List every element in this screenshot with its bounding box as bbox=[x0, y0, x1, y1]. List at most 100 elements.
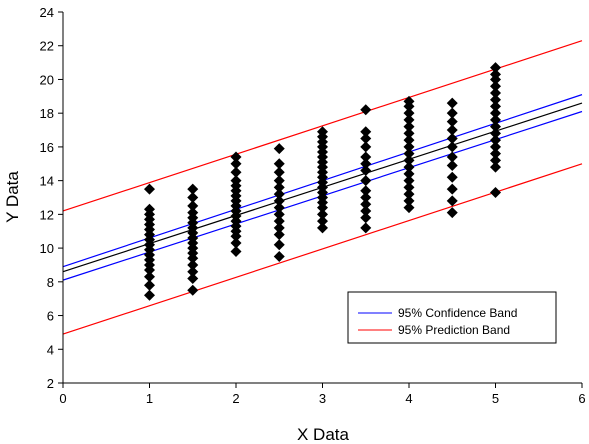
y-tick-label: 2 bbox=[47, 376, 54, 391]
y-axis-title: Y Data bbox=[3, 171, 22, 223]
data-point bbox=[490, 68, 501, 80]
data-point bbox=[187, 207, 199, 219]
data-point bbox=[490, 80, 501, 92]
data-point bbox=[403, 121, 415, 133]
y-tick-label: 8 bbox=[47, 275, 54, 290]
data-point bbox=[230, 166, 242, 178]
data-point bbox=[403, 154, 415, 166]
data-point bbox=[273, 158, 285, 170]
data-point bbox=[490, 148, 501, 160]
legend-box bbox=[347, 291, 557, 344]
data-point bbox=[360, 185, 372, 197]
x-axis-ticks: 0 1 2 3 4 5 6 bbox=[59, 383, 586, 406]
data-point bbox=[360, 104, 372, 116]
data-points bbox=[144, 62, 501, 301]
data-point bbox=[360, 151, 372, 163]
data-point bbox=[403, 188, 415, 200]
data-point bbox=[403, 175, 415, 187]
data-point bbox=[273, 202, 285, 214]
data-point bbox=[403, 134, 415, 146]
data-point bbox=[446, 132, 458, 144]
data-point bbox=[317, 126, 328, 138]
data-point bbox=[403, 107, 415, 119]
data-point bbox=[360, 158, 372, 170]
y-tick-label: 18 bbox=[40, 106, 54, 121]
y-tick-label: 14 bbox=[40, 174, 54, 189]
data-point bbox=[187, 266, 199, 278]
data-point bbox=[360, 205, 372, 217]
data-point bbox=[446, 124, 458, 136]
data-point bbox=[446, 207, 458, 219]
legend-label-confidence: 95% Confidence Band bbox=[398, 306, 517, 320]
data-point bbox=[273, 175, 285, 187]
data-point bbox=[490, 134, 501, 146]
data-point bbox=[446, 97, 458, 109]
data-point bbox=[490, 114, 501, 126]
data-point bbox=[446, 195, 458, 207]
x-tick-label: 4 bbox=[405, 391, 412, 406]
data-point bbox=[446, 183, 458, 195]
data-point bbox=[144, 279, 155, 291]
data-point bbox=[187, 192, 199, 203]
data-point bbox=[403, 148, 415, 160]
y-tick-label: 6 bbox=[47, 309, 54, 324]
data-point bbox=[273, 208, 285, 220]
data-point bbox=[446, 116, 458, 128]
data-point bbox=[230, 175, 242, 187]
data-point bbox=[187, 183, 199, 195]
data-point bbox=[490, 107, 501, 119]
data-point bbox=[403, 127, 415, 139]
y-tick-label: 10 bbox=[40, 241, 54, 256]
data-point bbox=[490, 100, 501, 112]
data-point bbox=[490, 127, 501, 139]
data-point bbox=[273, 239, 285, 251]
data-point bbox=[403, 95, 415, 107]
data-point bbox=[144, 183, 155, 195]
data-point bbox=[144, 271, 155, 283]
data-point bbox=[187, 272, 199, 284]
data-point bbox=[403, 168, 415, 180]
x-axis-title: X Data bbox=[297, 425, 350, 444]
data-point bbox=[230, 237, 242, 249]
x-tick-label: 3 bbox=[319, 391, 326, 406]
data-point bbox=[490, 87, 501, 99]
data-point bbox=[273, 166, 285, 178]
data-point bbox=[403, 114, 415, 126]
y-tick-label: 4 bbox=[47, 342, 54, 357]
data-point bbox=[273, 251, 285, 263]
data-point bbox=[403, 181, 415, 193]
data-point bbox=[273, 229, 285, 241]
data-point bbox=[317, 222, 328, 234]
data-point bbox=[360, 192, 372, 203]
data-point bbox=[144, 289, 155, 301]
y-tick-label: 16 bbox=[40, 140, 54, 155]
data-point bbox=[490, 94, 501, 106]
x-tick-label: 5 bbox=[492, 391, 499, 406]
data-point bbox=[360, 132, 372, 144]
legend: 95% Confidence Band 95% Prediction Band bbox=[347, 291, 557, 344]
data-point bbox=[144, 203, 155, 215]
y-tick-label: 22 bbox=[40, 39, 54, 54]
data-point bbox=[317, 215, 328, 227]
data-point bbox=[446, 171, 458, 183]
data-point bbox=[403, 195, 415, 207]
x-tick-label: 6 bbox=[578, 391, 585, 406]
data-point bbox=[490, 121, 501, 133]
data-point bbox=[490, 154, 501, 166]
data-point bbox=[490, 141, 501, 153]
data-point bbox=[446, 141, 458, 153]
data-point bbox=[317, 208, 328, 220]
data-point bbox=[490, 62, 501, 74]
data-point bbox=[360, 212, 372, 224]
data-point bbox=[273, 181, 285, 193]
x-tick-label: 2 bbox=[232, 391, 239, 406]
data-point bbox=[230, 151, 242, 163]
data-point bbox=[273, 195, 285, 207]
data-point bbox=[490, 186, 501, 198]
data-point bbox=[446, 151, 458, 163]
legend-label-prediction: 95% Prediction Band bbox=[398, 323, 510, 337]
data-point bbox=[273, 143, 285, 155]
data-point bbox=[273, 188, 285, 200]
y-tick-label: 24 bbox=[40, 5, 54, 20]
